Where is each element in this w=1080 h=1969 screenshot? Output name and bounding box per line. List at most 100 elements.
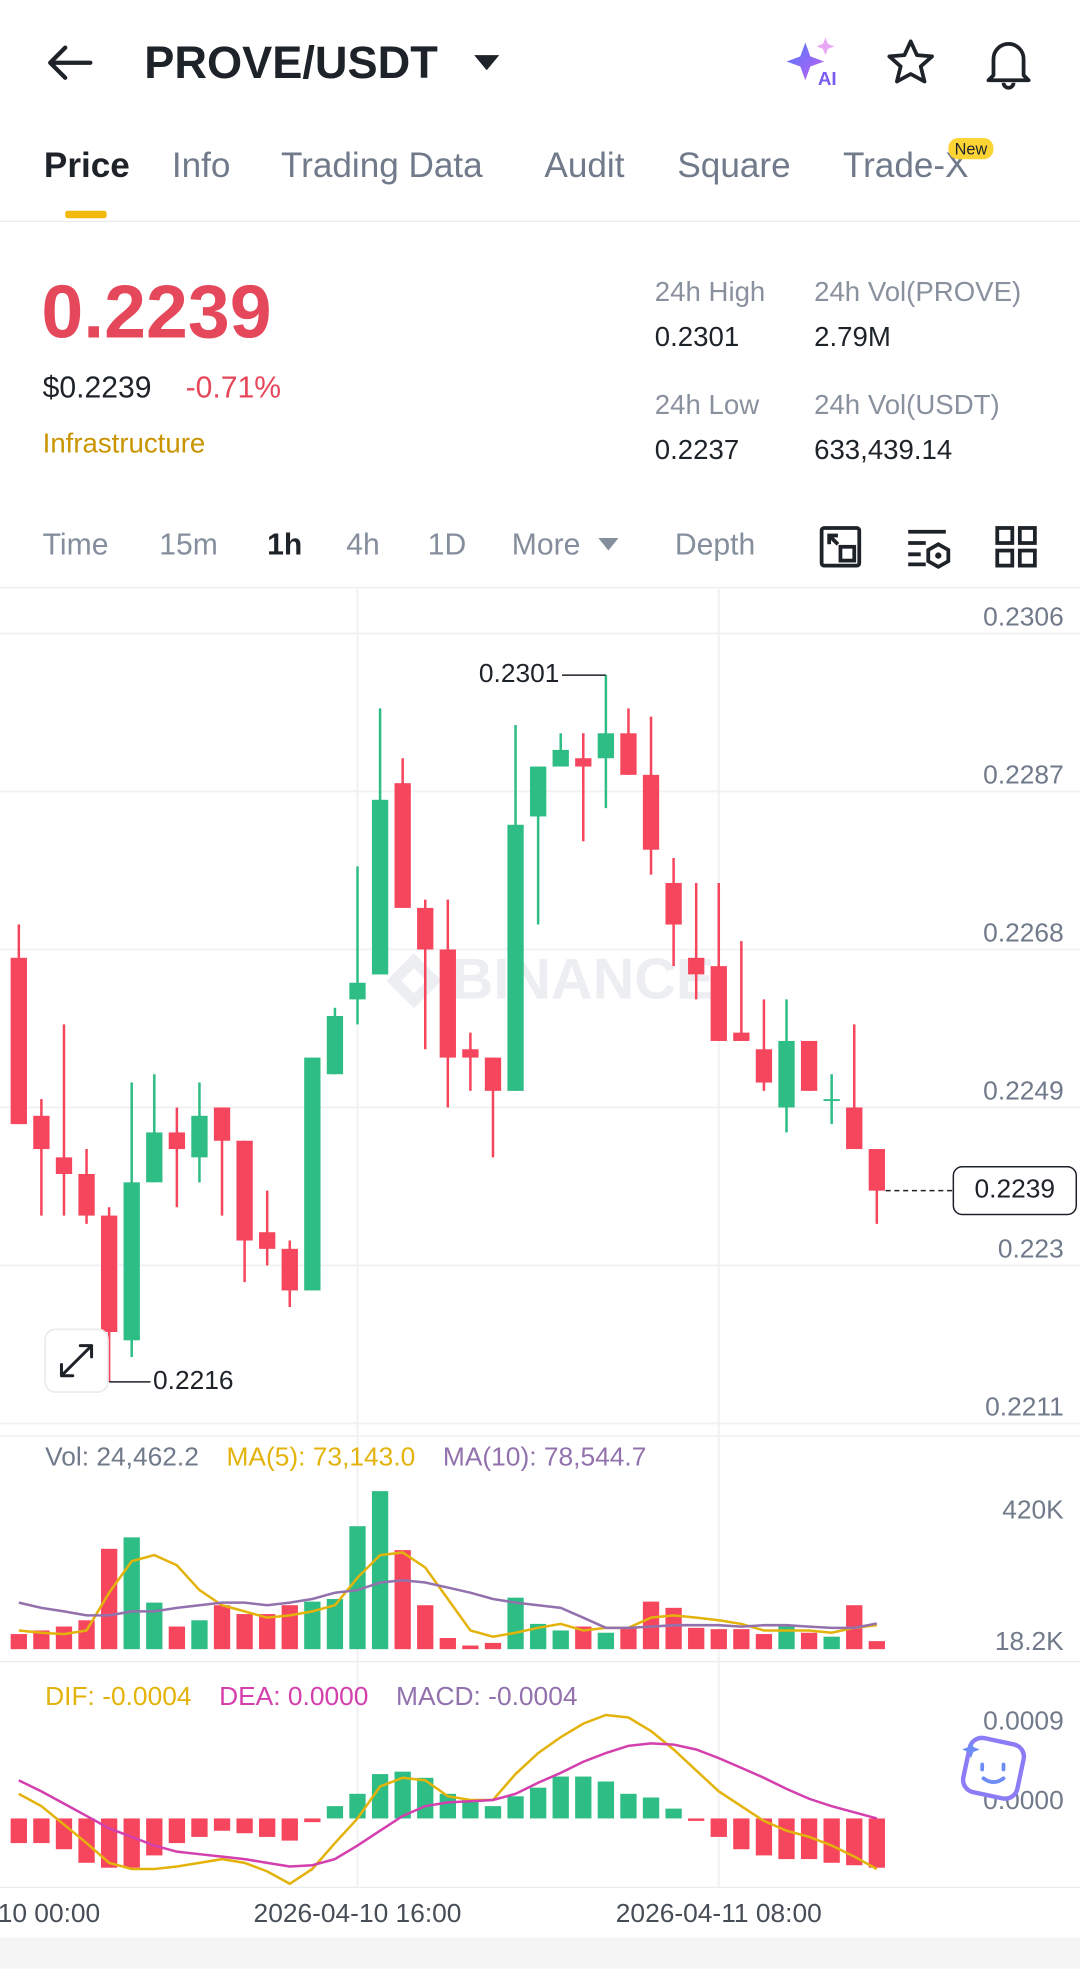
candle-body	[78, 1174, 95, 1216]
candle-body	[597, 733, 615, 759]
y-tick-label: 0.2287	[983, 759, 1064, 789]
tab[interactable]: Trade-X	[842, 145, 969, 185]
y-tick-label: 0.223	[998, 1233, 1064, 1263]
volume-bar	[507, 1597, 524, 1650]
volume-ma-line	[18, 1579, 878, 1630]
candle-body	[100, 1215, 118, 1333]
stat-label: 24h High	[654, 275, 766, 308]
ai-icon[interactable]: AI	[783, 35, 843, 93]
candle-body	[33, 1115, 50, 1150]
macd-bar	[349, 1793, 366, 1819]
volume-bar	[529, 1623, 547, 1650]
pair-title[interactable]: PROVE/USDT	[144, 36, 438, 88]
candle-body	[755, 1049, 773, 1083]
volume-bar	[868, 1641, 885, 1650]
watermark: BINANCE	[452, 947, 715, 1011]
candle-body	[529, 766, 547, 817]
tab[interactable]: Price	[43, 145, 130, 185]
tab[interactable]: Trading Data	[280, 145, 483, 185]
pair-dropdown[interactable]	[472, 53, 502, 73]
volume-bar	[78, 1620, 95, 1650]
macd-bar	[394, 1771, 411, 1819]
legend-entry: Vol: 24,462.2	[45, 1441, 199, 1471]
y-tick-label: 0.2306	[983, 601, 1064, 631]
tab[interactable]: Square	[677, 145, 791, 185]
volume-bar	[259, 1614, 276, 1650]
volume-bar	[755, 1634, 773, 1650]
tab[interactable]: Audit	[544, 145, 625, 185]
interval-option[interactable]: 15m	[159, 527, 218, 562]
macd-bar	[800, 1818, 818, 1860]
svg-text:AI: AI	[818, 68, 837, 89]
macd-bar	[778, 1818, 795, 1860]
volume-bar	[439, 1637, 456, 1650]
macd-bar	[55, 1818, 73, 1850]
volume-bar	[55, 1626, 73, 1650]
macd-line	[18, 1713, 878, 1886]
interval-option[interactable]: Depth	[674, 527, 756, 562]
interval-option[interactable]: 1D	[427, 527, 467, 562]
candle-body	[10, 957, 27, 1125]
candle-body	[846, 1107, 863, 1150]
interval-option[interactable]: 1h	[267, 527, 303, 562]
interval-option[interactable]: More	[511, 527, 581, 562]
legend-entry: DEA: 0.0000	[219, 1681, 368, 1711]
macd-bar	[213, 1818, 231, 1831]
macd-bar	[259, 1818, 276, 1837]
stat-label: 24h Vol(USDT)	[814, 388, 1000, 421]
fullscreen-icon	[59, 1344, 94, 1378]
volume-bar	[733, 1629, 750, 1650]
divider	[0, 586, 1080, 589]
active-tab-indicator	[65, 210, 107, 219]
x-tick-label: 2026-04-10 16:00	[254, 1898, 462, 1928]
volume-bar	[146, 1602, 163, 1650]
macd-bar	[642, 1797, 660, 1819]
favorite-button[interactable]	[886, 38, 936, 88]
volume-ma-line	[18, 1551, 877, 1639]
macd-bar	[846, 1818, 863, 1866]
volume-bar	[349, 1526, 366, 1650]
volume-bar	[597, 1632, 615, 1650]
candle-body	[665, 882, 682, 925]
volume-bar	[484, 1642, 502, 1650]
volume-bar	[304, 1601, 321, 1650]
volume-bar	[33, 1630, 50, 1650]
macd-bar	[484, 1806, 502, 1819]
macd-bar	[462, 1799, 479, 1819]
volume-bar	[552, 1630, 569, 1650]
candle-body	[371, 799, 389, 975]
candle-body	[281, 1248, 298, 1291]
legend-entry: MA(10): 78,544.7	[443, 1441, 646, 1471]
back-button[interactable]	[45, 43, 95, 83]
volume-bar	[168, 1626, 186, 1650]
candle-body	[778, 1040, 795, 1108]
candle-body	[620, 733, 637, 775]
legend-entry: DIF: -0.0004	[45, 1681, 191, 1711]
candle-body	[417, 907, 434, 950]
volume-bar	[394, 1550, 411, 1650]
macd-bar	[755, 1818, 773, 1856]
stat-value: 0.2301	[654, 321, 740, 353]
y-tick-label: 0.2249	[983, 1075, 1064, 1105]
interval-option[interactable]: 4h	[346, 527, 380, 562]
volume-bar	[778, 1626, 795, 1650]
chart-tool-icon[interactable]	[818, 524, 863, 569]
macd-bar	[168, 1818, 186, 1844]
volume-legend: Vol: 24,462.2 MA(5): 73,143.0 MA(10): 78,5…	[45, 1441, 646, 1471]
candle-body	[349, 982, 366, 1000]
layout-icon[interactable]	[993, 524, 1038, 569]
interval-option[interactable]: Time	[42, 527, 109, 562]
volume-bar	[688, 1627, 705, 1650]
sector-tag[interactable]: Infrastructure	[42, 427, 206, 460]
macd-bar	[507, 1796, 524, 1819]
volume-bar	[462, 1645, 479, 1650]
tab[interactable]: Info	[171, 145, 231, 185]
candle-body	[710, 966, 727, 1041]
assistant-button[interactable]	[960, 1735, 1027, 1801]
alert-button[interactable]	[983, 35, 1033, 90]
volume-bar	[123, 1537, 140, 1650]
indicator-icon[interactable]	[906, 524, 951, 570]
volume-bar	[191, 1620, 208, 1650]
kline-chart: 2026-04-10 00:00 2026-04-10 16:00 2026-04-…	[0, 589, 1080, 1969]
